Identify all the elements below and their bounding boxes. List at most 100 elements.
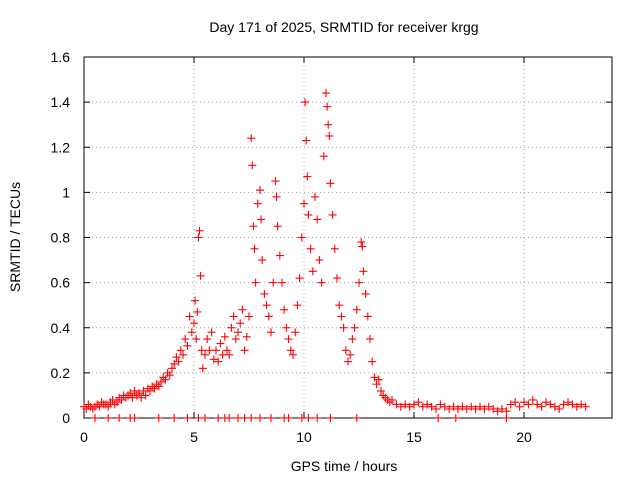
x-tick-label: 0	[80, 429, 88, 445]
data-point	[467, 402, 476, 411]
data-point	[289, 350, 297, 359]
data-point	[440, 402, 449, 411]
data-point	[324, 120, 333, 129]
data-point	[427, 402, 436, 411]
data-point	[392, 400, 401, 409]
data-point	[238, 305, 247, 314]
data-point	[126, 389, 135, 398]
data-point	[216, 339, 225, 348]
data-point	[308, 267, 317, 276]
data-point	[410, 400, 418, 409]
data-point	[339, 323, 348, 332]
data-point	[451, 414, 460, 422]
data-point	[577, 400, 586, 409]
data-point	[559, 400, 568, 409]
data-point	[154, 382, 163, 391]
data-point	[542, 398, 550, 407]
data-point	[546, 400, 555, 409]
data-point	[104, 414, 113, 422]
data-point	[168, 364, 176, 373]
data-point	[306, 244, 315, 253]
data-point	[115, 414, 124, 422]
data-point	[355, 278, 363, 287]
data-point	[357, 238, 366, 247]
data-point	[311, 192, 319, 201]
data-point	[359, 267, 368, 276]
data-point	[229, 312, 238, 321]
data-point	[91, 414, 99, 422]
data-point	[350, 323, 359, 332]
data-point	[225, 350, 234, 359]
data-point	[537, 402, 546, 411]
data-point	[271, 177, 280, 186]
data-point	[176, 346, 185, 355]
data-point	[179, 350, 187, 359]
data-point	[335, 301, 344, 310]
y-tick-label: 1.2	[51, 139, 71, 155]
data-point	[352, 414, 361, 422]
data-point	[174, 357, 183, 366]
data-point	[348, 335, 357, 344]
data-point	[282, 323, 291, 332]
data-point	[170, 414, 179, 422]
data-point	[454, 404, 462, 413]
data-point	[434, 414, 443, 422]
data-point	[489, 404, 498, 413]
data-point	[231, 335, 240, 344]
data-point	[572, 402, 581, 411]
x-tick-label: 15	[406, 429, 422, 445]
data-point	[225, 414, 234, 422]
y-tick-label: 0.6	[51, 275, 71, 291]
y-tick-label: 0.4	[51, 320, 71, 336]
data-point	[165, 371, 174, 380]
data-point	[304, 210, 313, 219]
data-point	[300, 199, 308, 208]
data-point	[275, 251, 284, 260]
data-point	[130, 414, 139, 422]
data-point	[251, 278, 260, 287]
x-tick-label: 20	[516, 429, 532, 445]
plot-frame	[83, 56, 613, 419]
data-point	[192, 335, 201, 344]
data-point	[137, 393, 146, 402]
data-point	[284, 335, 293, 344]
data-point	[212, 346, 220, 355]
data-point	[234, 328, 242, 337]
data-point	[227, 323, 236, 332]
data-point	[581, 402, 590, 411]
data-point	[280, 305, 289, 314]
data-point	[372, 380, 381, 389]
data-point	[322, 89, 330, 98]
data-point	[267, 414, 275, 422]
data-point	[297, 233, 306, 242]
data-point	[262, 301, 271, 310]
data-point	[568, 400, 577, 409]
data-point	[564, 398, 572, 407]
data-point	[502, 407, 511, 416]
data-point	[104, 402, 113, 411]
data-point	[245, 312, 253, 321]
data-point	[257, 215, 266, 224]
data-point	[207, 328, 216, 337]
data-point	[183, 414, 192, 422]
data-point	[146, 386, 154, 395]
data-point	[317, 278, 326, 287]
data-point	[198, 364, 207, 373]
data-point	[247, 134, 256, 143]
data-point	[113, 398, 121, 407]
data-point	[370, 373, 379, 382]
data-point	[432, 404, 440, 413]
data-point	[302, 136, 311, 145]
data-point	[195, 226, 204, 235]
data-point	[161, 375, 170, 384]
data-point	[214, 357, 223, 366]
data-point	[374, 375, 383, 384]
data-point	[187, 328, 196, 337]
data-point	[315, 256, 324, 265]
data-point	[498, 404, 506, 413]
data-point	[325, 131, 334, 140]
data-points	[80, 89, 590, 422]
data-point	[484, 402, 493, 411]
data-point	[150, 384, 159, 393]
